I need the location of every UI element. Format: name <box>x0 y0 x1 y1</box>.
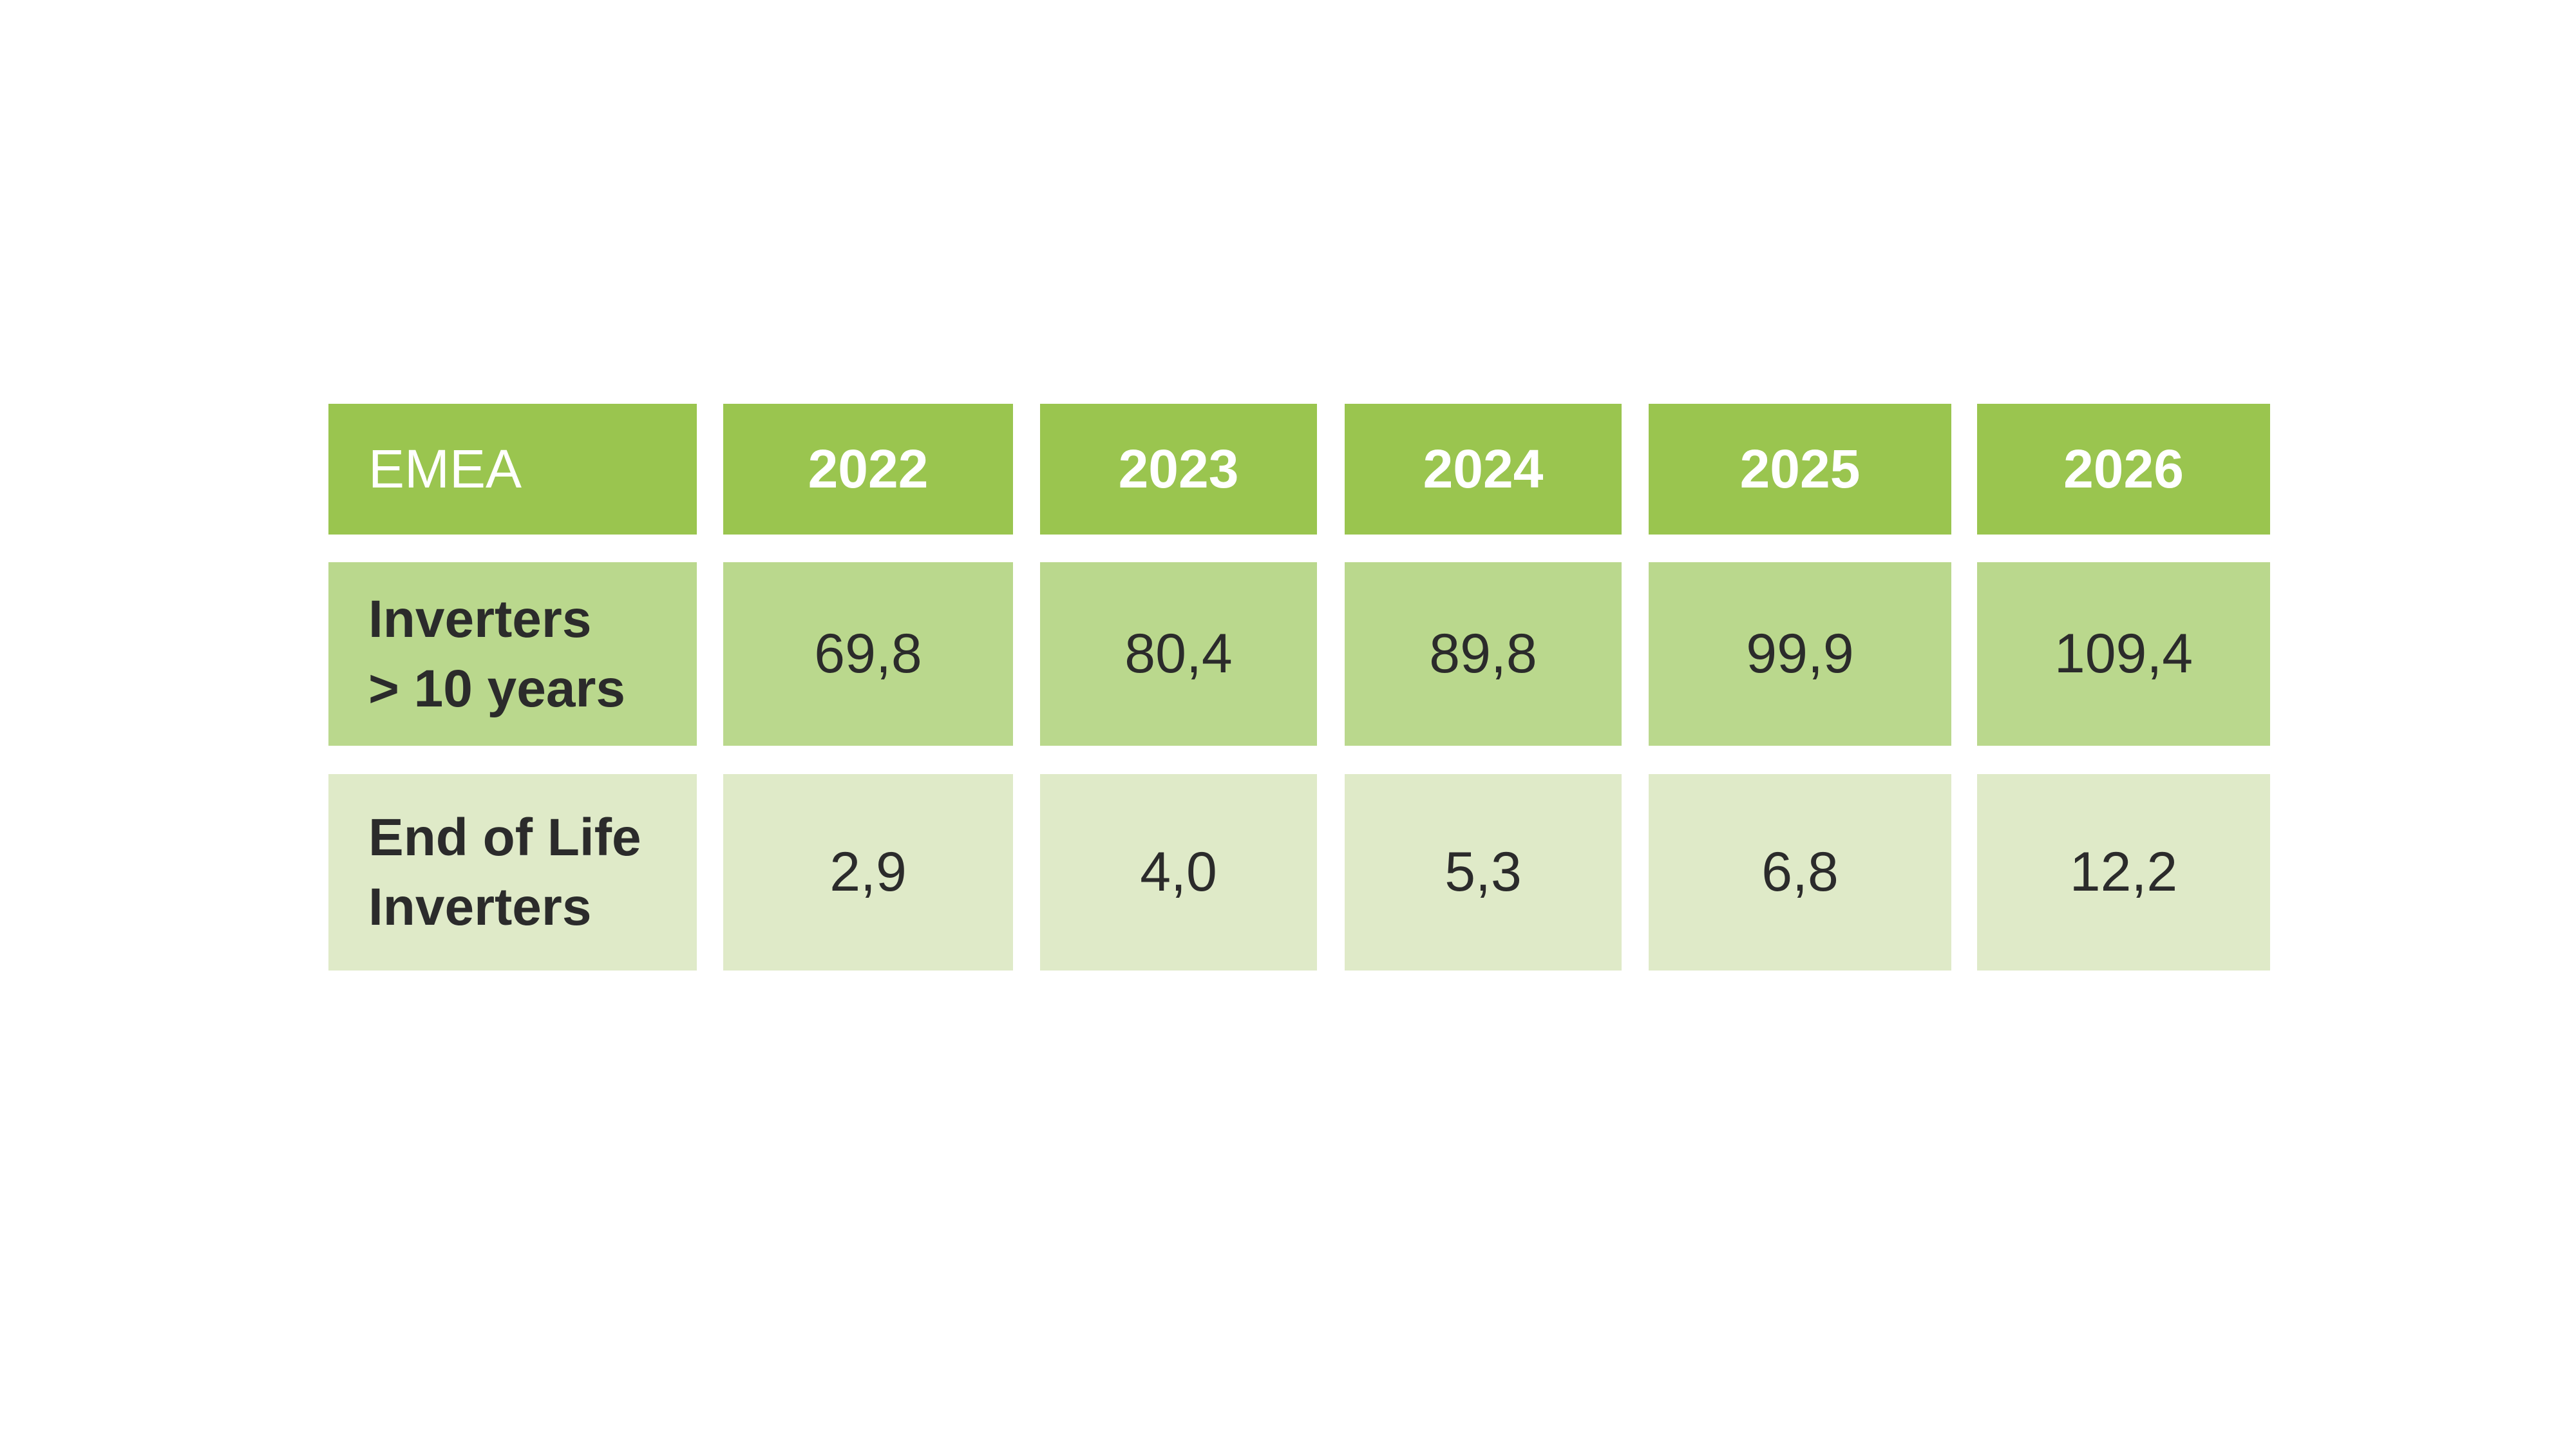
header-corner-label: EMEA <box>368 439 522 499</box>
row-label-cell: Inverters > 10 years <box>328 562 697 746</box>
row-label-line: End of Life <box>368 808 641 867</box>
header-year-cell: 2023 <box>1040 404 1317 535</box>
value-label: 109,4 <box>2054 623 2193 685</box>
value-label: 89,8 <box>1429 623 1537 685</box>
value-label: 5,3 <box>1444 841 1522 903</box>
row-label: Inverters > 10 years <box>368 585 625 724</box>
value-cell: 2,9 <box>723 774 1013 971</box>
header-year-cell: 2024 <box>1345 404 1622 535</box>
value-cell: 6,8 <box>1649 774 1951 971</box>
row-label-line: Inverters <box>368 877 592 936</box>
value-cell: 89,8 <box>1345 562 1622 746</box>
header-year-label: 2024 <box>1423 439 1544 499</box>
value-cell: 12,2 <box>1977 774 2270 971</box>
value-cell: 5,3 <box>1345 774 1622 971</box>
row-label-line: > 10 years <box>368 659 625 718</box>
header-corner-cell: EMEA <box>328 404 697 535</box>
value-label: 12,2 <box>2069 841 2178 903</box>
value-label: 6,8 <box>1761 841 1839 903</box>
value-cell: 109,4 <box>1977 562 2270 746</box>
value-label: 4,0 <box>1140 841 1217 903</box>
value-label: 99,9 <box>1746 623 1854 685</box>
value-cell: 80,4 <box>1040 562 1317 746</box>
value-cell: 69,8 <box>723 562 1013 746</box>
row-label-cell: End of Life Inverters <box>328 774 697 971</box>
header-year-label: 2023 <box>1118 439 1239 499</box>
row-label-line: Inverters <box>368 589 592 649</box>
header-year-cell: 2022 <box>723 404 1013 535</box>
value-cell: 4,0 <box>1040 774 1317 971</box>
value-label: 2,9 <box>829 841 907 903</box>
value-cell: 99,9 <box>1649 562 1951 746</box>
header-year-label: 2026 <box>2063 439 2184 499</box>
header-year-label: 2022 <box>808 439 929 499</box>
header-year-cell: 2026 <box>1977 404 2270 535</box>
header-year-label: 2025 <box>1739 439 1861 499</box>
value-label: 69,8 <box>814 623 922 685</box>
value-label: 80,4 <box>1124 623 1233 685</box>
row-label: End of Life Inverters <box>368 803 641 942</box>
header-year-cell: 2025 <box>1649 404 1951 535</box>
